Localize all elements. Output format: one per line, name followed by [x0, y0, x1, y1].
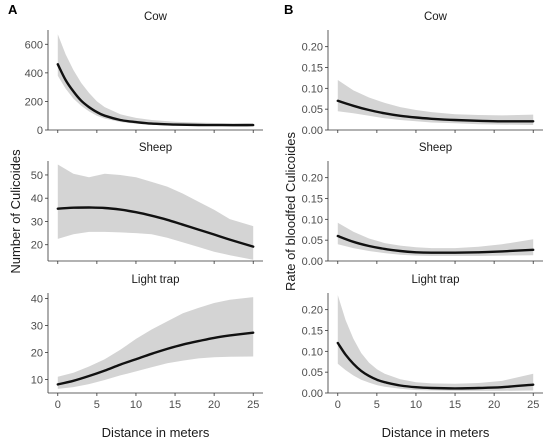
fit-line — [336, 234, 535, 254]
facet-title: Cow — [424, 11, 448, 23]
y-tick-label: 0.15 — [302, 63, 323, 75]
fit-line — [336, 99, 535, 123]
x-axis-title: Distance in meters — [382, 425, 490, 440]
facet-title: Cow — [144, 11, 168, 23]
confidence-band — [57, 297, 254, 389]
facet-title: Light trap — [412, 274, 460, 286]
y-tick-label: 0.15 — [302, 194, 323, 206]
y-tick-label: 20 — [31, 347, 43, 359]
fit-line — [56, 331, 255, 386]
y-tick-label: 0.05 — [302, 235, 323, 247]
y-tick-label: 200 — [25, 96, 43, 108]
y-tick-label: 0.20 — [302, 305, 323, 317]
y-tick-label: 0.10 — [302, 346, 323, 358]
x-axis-title: Distance in meters — [102, 425, 210, 440]
confidence-band — [337, 295, 534, 391]
x-tick-label: 5 — [94, 399, 100, 411]
confidence-band — [337, 222, 534, 256]
confidence-band — [57, 34, 254, 127]
y-tick-label: 0.15 — [302, 326, 323, 338]
y-tick-label: 0.20 — [302, 42, 323, 54]
y-tick-label: 600 — [25, 39, 43, 51]
y-axis-title: Rate of bloodfed Culicoides — [283, 132, 298, 291]
x-tick-label: 5 — [374, 399, 380, 411]
y-tick-label: 50 — [31, 170, 43, 182]
y-tick-label: 0.05 — [302, 104, 323, 116]
x-tick-label: 0 — [55, 399, 61, 411]
fit-line — [56, 206, 255, 248]
y-tick-label: 0.10 — [302, 214, 323, 226]
fit-line — [56, 63, 255, 127]
panel-letter: A — [8, 2, 18, 17]
y-tick-label: 10 — [31, 374, 43, 386]
x-tick-label: 10 — [130, 399, 142, 411]
panel-b: B Rate of bloodfed Culicoides Distance in … — [283, 2, 543, 440]
y-tick-label: 0.00 — [302, 125, 323, 137]
facet-cow: Cow 0.00 0.05 0.10 0.15 0.20 — [302, 11, 543, 137]
y-tick-label: 20 — [31, 240, 43, 252]
facet-light-trap: Light trap 0.00 0.05 0.10 0.15 0.20 0 5 10 15 20 25 — [302, 274, 543, 411]
y-tick-label: 0.05 — [302, 367, 323, 379]
facet-title: Sheep — [419, 142, 452, 154]
facet-cow: Cow 0 200 400 600 — [25, 11, 263, 137]
y-tick-label: 30 — [31, 216, 43, 228]
y-tick-label: 0 — [37, 125, 43, 137]
facet-title: Light trap — [132, 274, 180, 286]
facet-title: Sheep — [139, 142, 172, 154]
x-tick-label: 15 — [449, 399, 461, 411]
y-tick-label: 0.00 — [302, 256, 323, 268]
panel-a: A Number of Culicoides Distance in meters C… — [8, 2, 263, 440]
x-tick-label: 25 — [247, 399, 259, 411]
confidence-band — [57, 164, 254, 260]
y-tick-label: 400 — [25, 68, 43, 80]
panel-letter: B — [284, 2, 293, 17]
x-tick-label: 0 — [335, 399, 341, 411]
y-tick-label: 0.10 — [302, 83, 323, 95]
y-tick-label: 40 — [31, 193, 43, 205]
y-tick-label: 0.00 — [302, 388, 323, 400]
facet-light-trap: Light trap 10 20 30 40 0 5 10 15 20 25 — [31, 274, 263, 411]
fit-line — [336, 341, 535, 390]
x-tick-label: 20 — [488, 399, 500, 411]
facet-sheep: Sheep 20 30 40 50 — [31, 142, 263, 264]
x-tick-label: 10 — [410, 399, 422, 411]
y-tick-label: 30 — [31, 320, 43, 332]
x-tick-label: 25 — [527, 399, 539, 411]
x-tick-label: 15 — [169, 399, 181, 411]
facet-sheep: Sheep 0.00 0.05 0.10 0.15 0.20 — [302, 142, 543, 268]
y-tick-label: 40 — [31, 293, 43, 305]
x-tick-label: 20 — [208, 399, 220, 411]
y-tick-label: 0.20 — [302, 173, 323, 185]
y-axis-title: Number of Culicoides — [8, 149, 23, 274]
